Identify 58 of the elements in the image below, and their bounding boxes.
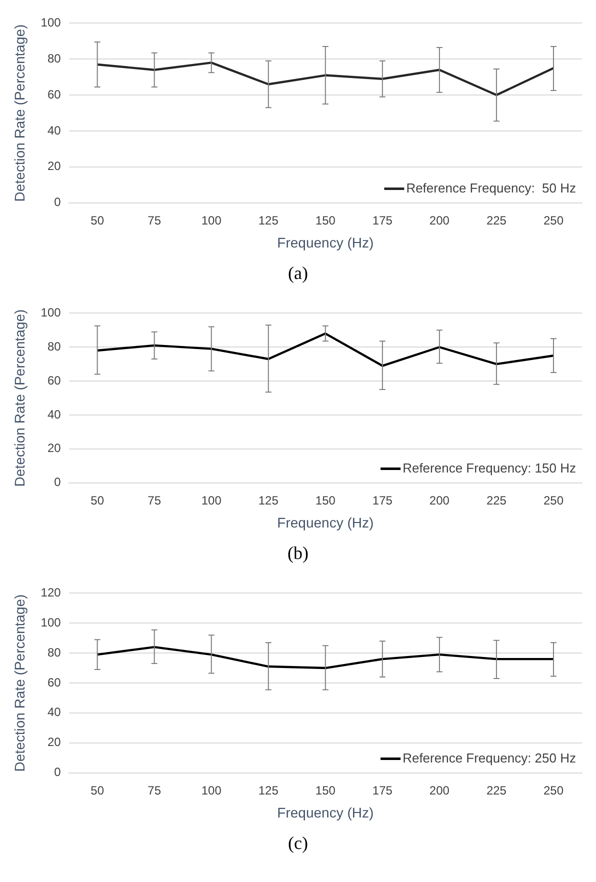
x-tick-label: 200 (429, 213, 450, 228)
x-tick-label: 175 (372, 783, 393, 798)
y-tick-label: 100 (40, 615, 62, 630)
x-tick-label: 125 (258, 783, 279, 798)
x-tick-label: 250 (543, 783, 564, 798)
x-tick-label: 100 (201, 213, 222, 228)
x-tick-label: 75 (148, 783, 162, 798)
legend-label: Reference Frequency: 150 Hz (402, 460, 576, 476)
y-tick-label: 80 (47, 645, 62, 660)
x-tick-label: 150 (315, 213, 336, 228)
y-tick-label: 0 (54, 475, 62, 490)
y-tick-label: 40 (47, 123, 62, 138)
y-tick-label: 0 (54, 195, 62, 210)
x-tick-label: 125 (258, 213, 279, 228)
x-tick-label: 225 (486, 493, 507, 508)
x-tick-label: 250 (543, 213, 564, 228)
y-tick-label: 0 (54, 765, 62, 780)
x-tick-label: 100 (201, 783, 222, 798)
x-tick-label: 225 (486, 213, 507, 228)
x-tick-label: 150 (315, 493, 336, 508)
x-axis-title: Frequency (Hz) (277, 234, 374, 250)
legend-label: Reference Frequency: 50 Hz (406, 180, 576, 196)
x-axis-title: Frequency (Hz) (277, 514, 374, 530)
text: (c) (287, 832, 309, 855)
x-tick-label: 75 (148, 493, 162, 508)
x-tick-label: 50 (90, 213, 104, 228)
x-tick-label: 50 (90, 493, 104, 508)
y-tick-label: 80 (47, 339, 62, 354)
y-tick-label: 40 (47, 705, 62, 720)
y-tick-label: 60 (47, 87, 62, 102)
y-axis-title: Detection Rate (Percentage) (11, 24, 28, 202)
x-tick-label: 200 (429, 783, 450, 798)
x-tick-label: 100 (201, 493, 222, 508)
legend-label: Reference Frequency: 250 Hz (402, 750, 576, 766)
y-tick-label: 20 (47, 159, 62, 174)
x-tick-label: 250 (543, 493, 564, 508)
y-tick-label: 60 (47, 675, 62, 690)
y-tick-label: 100 (40, 16, 62, 30)
y-tick-label: 40 (47, 407, 62, 422)
y-axis-title: Detection Rate (Percentage) (11, 309, 28, 487)
y-tick-label: 80 (47, 51, 62, 66)
y-tick-label: 100 (40, 306, 62, 320)
x-tick-label: 175 (372, 213, 393, 228)
y-axis-title: Detection Rate (Percentage) (11, 594, 28, 772)
x-tick-label: 125 (258, 493, 279, 508)
text: (a) (287, 262, 309, 285)
x-tick-label: 225 (486, 783, 507, 798)
text: (b) (286, 542, 310, 565)
x-tick-label: 200 (429, 493, 450, 508)
y-tick-label: 20 (47, 441, 62, 456)
x-axis-title: Frequency (Hz) (277, 804, 374, 820)
x-tick-label: 75 (148, 213, 162, 228)
x-tick-label: 150 (315, 783, 336, 798)
y-tick-label: 60 (47, 373, 62, 388)
y-tick-label: 20 (47, 735, 62, 750)
y-tick-label: 120 (40, 586, 62, 600)
x-tick-label: 175 (372, 493, 393, 508)
x-tick-label: 50 (90, 783, 104, 798)
